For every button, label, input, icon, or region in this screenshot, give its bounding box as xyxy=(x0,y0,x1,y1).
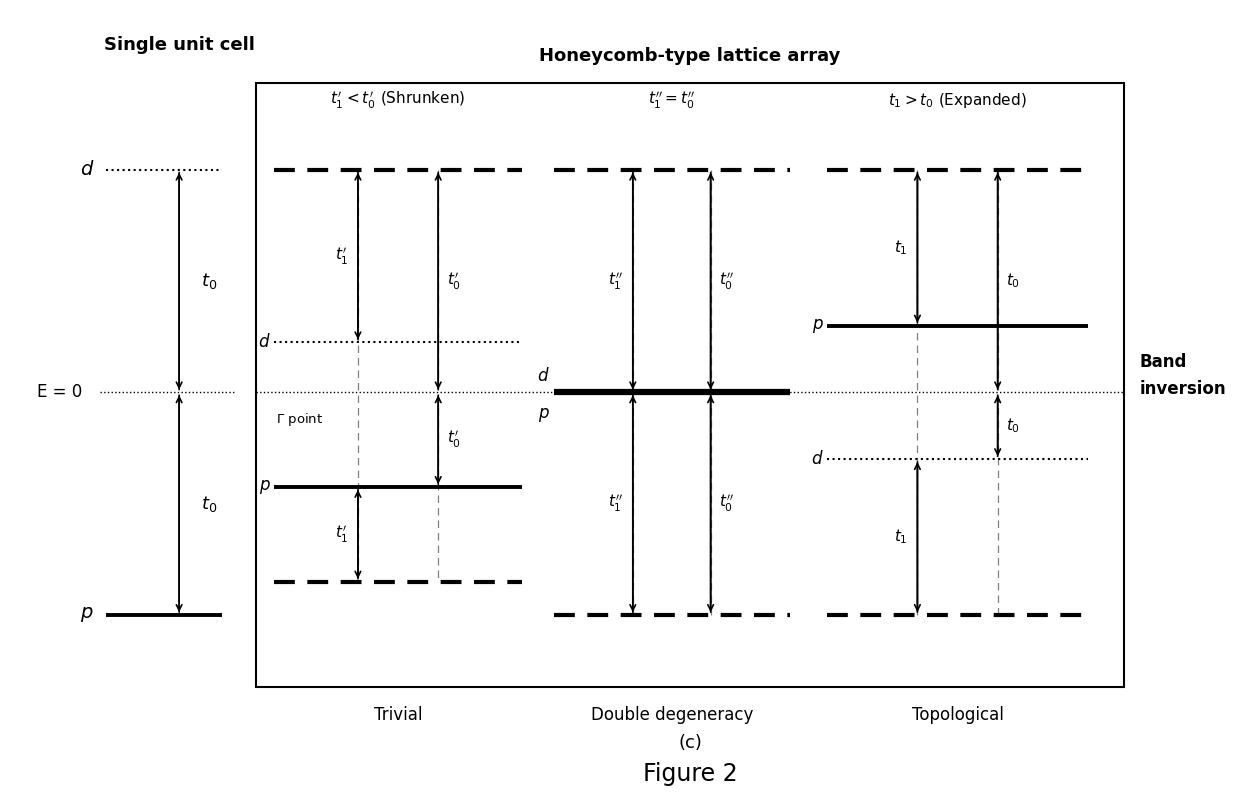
Text: $t_0''$: $t_0''$ xyxy=(719,493,734,514)
Text: $t_0'$: $t_0'$ xyxy=(446,429,461,450)
Text: $d$: $d$ xyxy=(811,450,823,468)
Text: Trivial: Trivial xyxy=(373,706,423,724)
Text: $t_1''$: $t_1''$ xyxy=(608,493,622,514)
Text: $p$: $p$ xyxy=(258,478,270,496)
Text: Topological: Topological xyxy=(911,706,1003,724)
Text: $p$: $p$ xyxy=(538,405,551,423)
Text: $t_1$: $t_1$ xyxy=(894,527,908,546)
Text: Honeycomb-type lattice array: Honeycomb-type lattice array xyxy=(539,48,841,65)
Text: $t_0'$: $t_0'$ xyxy=(446,270,461,292)
Text: $t_0$: $t_0$ xyxy=(1006,272,1021,290)
Text: $t_1$: $t_1$ xyxy=(894,239,908,257)
Text: E = 0: E = 0 xyxy=(37,383,82,401)
Text: $t_0$: $t_0$ xyxy=(201,271,217,291)
Text: $t_0$: $t_0$ xyxy=(1006,416,1021,435)
Text: $t_1''$: $t_1''$ xyxy=(608,270,622,292)
Text: $p$: $p$ xyxy=(81,606,94,624)
Text: $t_1'$: $t_1'$ xyxy=(335,523,348,545)
Text: $t_0$: $t_0$ xyxy=(201,494,217,514)
Text: $p$: $p$ xyxy=(812,316,823,335)
Text: $d$: $d$ xyxy=(79,160,94,179)
Text: $d$: $d$ xyxy=(537,366,551,385)
Text: $t_1'' = t_0''$: $t_1'' = t_0''$ xyxy=(649,90,696,111)
Text: Figure 2: Figure 2 xyxy=(642,762,738,786)
Text: $\Gamma$ point: $\Gamma$ point xyxy=(277,412,324,428)
Text: Double degeneracy: Double degeneracy xyxy=(590,706,753,724)
Text: Single unit cell: Single unit cell xyxy=(104,36,254,54)
Text: (c): (c) xyxy=(678,734,702,752)
Text: $t_0''$: $t_0''$ xyxy=(719,270,734,292)
Text: Band
inversion: Band inversion xyxy=(1140,354,1226,398)
Text: $t_1'$: $t_1'$ xyxy=(335,246,348,266)
Text: $t_1' < t_0'$ (Shrunken): $t_1' < t_0'$ (Shrunken) xyxy=(330,90,466,111)
Text: $t_1 > t_0$ (Expanded): $t_1 > t_0$ (Expanded) xyxy=(888,91,1027,110)
Text: $d$: $d$ xyxy=(258,333,270,351)
